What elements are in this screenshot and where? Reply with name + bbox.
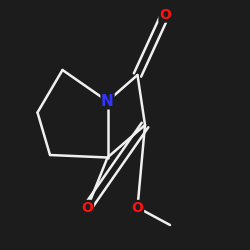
Text: O: O [82, 200, 94, 214]
Text: O: O [132, 200, 143, 214]
Text: N: N [101, 94, 114, 109]
Text: O: O [159, 8, 171, 22]
